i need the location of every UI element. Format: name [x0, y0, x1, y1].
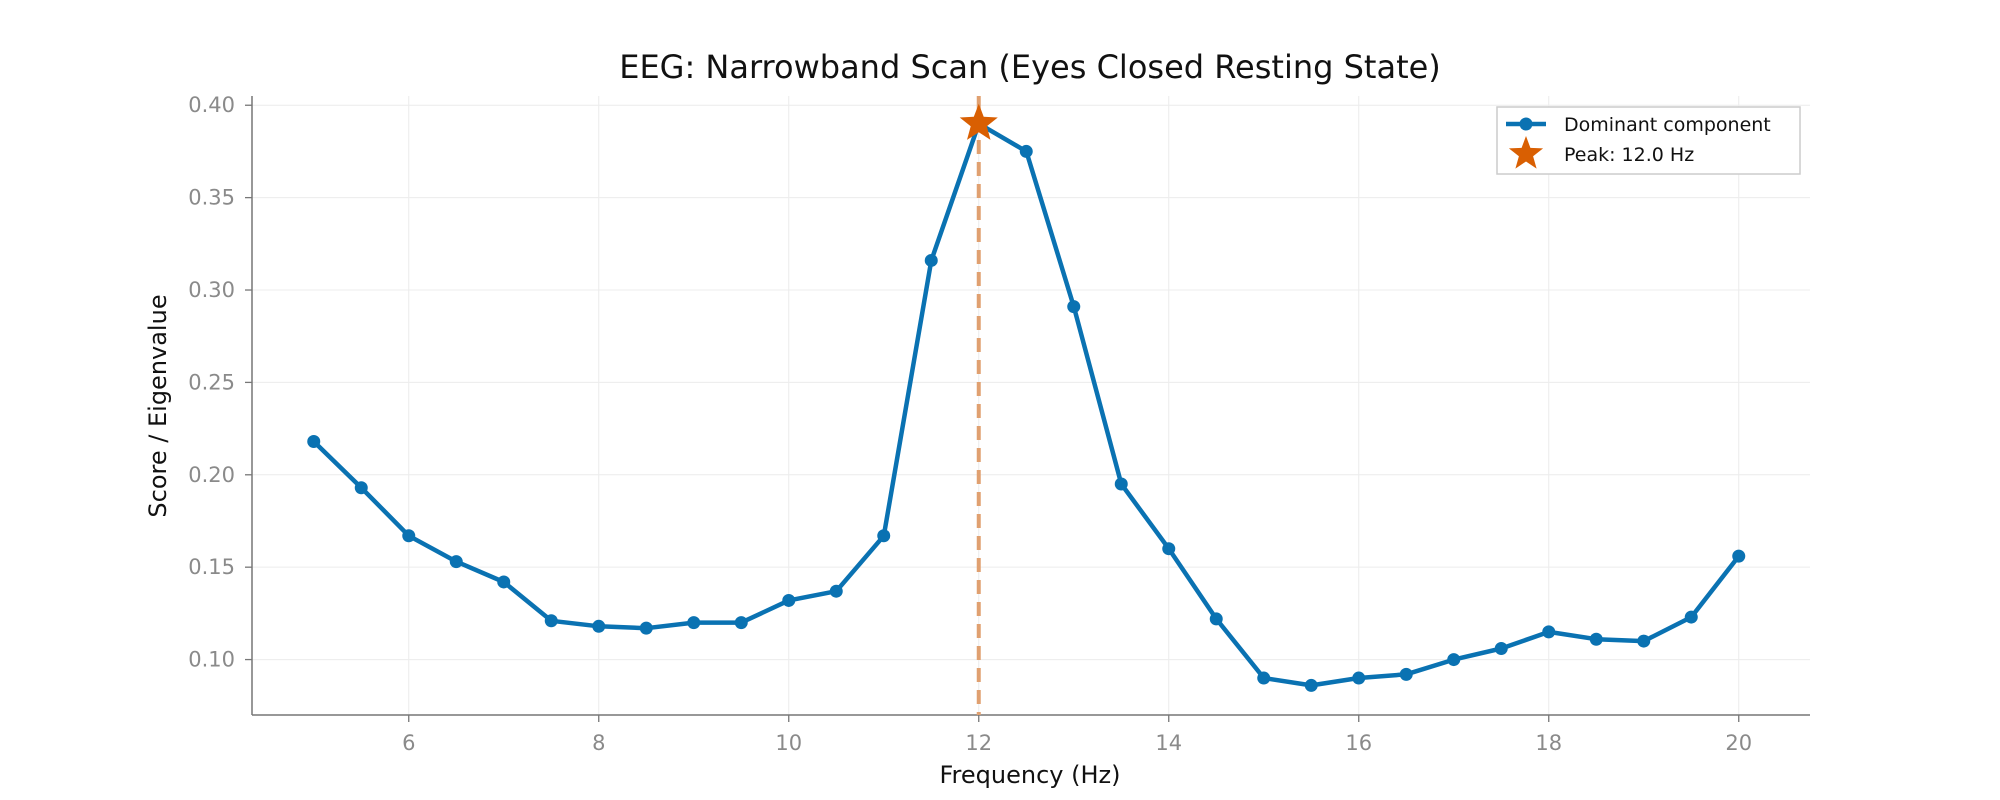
data-point — [734, 616, 748, 630]
data-point — [1637, 634, 1651, 648]
data-point — [307, 435, 321, 449]
data-point — [1257, 671, 1271, 685]
x-tick-label: 6 — [402, 731, 415, 755]
x-axis-title: Frequency (Hz) — [940, 761, 1121, 789]
data-point — [1209, 612, 1223, 626]
data-point — [639, 621, 653, 635]
x-tick-label: 16 — [1345, 731, 1372, 755]
data-point — [1542, 625, 1556, 639]
data-point — [497, 575, 511, 589]
legend-box — [1496, 106, 1801, 175]
axes — [251, 96, 1810, 716]
data-point — [1304, 678, 1318, 692]
legend-star-swatch — [1508, 136, 1544, 169]
y-tick-label: 0.25 — [188, 370, 235, 394]
peak-marker-group — [959, 103, 998, 140]
data-point — [1447, 653, 1461, 667]
data-point — [829, 584, 843, 598]
x-tick-label: 14 — [1155, 731, 1182, 755]
chart-title: EEG: Narrowband Scan (Eyes Closed Restin… — [619, 48, 1441, 86]
data-point — [1684, 610, 1698, 624]
x-tick-label: 10 — [775, 731, 802, 755]
data-point — [877, 529, 891, 543]
data-point — [354, 481, 368, 495]
data-point — [924, 253, 938, 267]
data-point — [1399, 667, 1413, 681]
peak-star-marker — [959, 103, 998, 140]
data-point — [402, 529, 416, 543]
grid — [252, 96, 1810, 715]
data-point — [687, 616, 701, 630]
data-point — [1162, 542, 1176, 556]
legend-label-peak: Peak: 12.0 Hz — [1564, 144, 1694, 166]
series-line — [312, 121, 1741, 688]
x-tick-label: 20 — [1725, 731, 1752, 755]
x-tick-label: 12 — [965, 731, 992, 755]
legend-marker-swatch — [1519, 117, 1533, 131]
data-point — [782, 593, 796, 607]
y-axis-title: Score / Eigenvalue — [144, 294, 172, 517]
ticks: 6 8 10 12 14 16 18 20 0.10 0.15 0.20 0.25 0.30 0.35 0.… — [188, 93, 1752, 755]
data-point — [1732, 549, 1746, 563]
data-point — [1494, 641, 1508, 655]
legend: Dominant component Peak: 12.0 Hz — [1496, 106, 1801, 175]
y-tick-label: 0.15 — [188, 555, 235, 579]
y-tick-label: 0.35 — [188, 186, 235, 210]
x-tick-label: 8 — [592, 731, 605, 755]
data-point — [1067, 300, 1081, 314]
data-point — [1114, 477, 1128, 491]
x-tick-label: 18 — [1535, 731, 1562, 755]
y-tick-label: 0.30 — [188, 278, 235, 302]
y-tick-label: 0.40 — [188, 93, 235, 117]
data-point — [1352, 671, 1366, 685]
y-tick-label: 0.10 — [188, 648, 235, 672]
data-point — [1019, 144, 1033, 158]
data-point — [544, 614, 558, 628]
data-point — [449, 555, 463, 569]
data-point — [1589, 632, 1603, 646]
y-tick-label: 0.20 — [188, 463, 235, 487]
legend-label-series: Dominant component — [1564, 114, 1771, 136]
data-point — [592, 619, 606, 633]
series — [307, 117, 1746, 692]
